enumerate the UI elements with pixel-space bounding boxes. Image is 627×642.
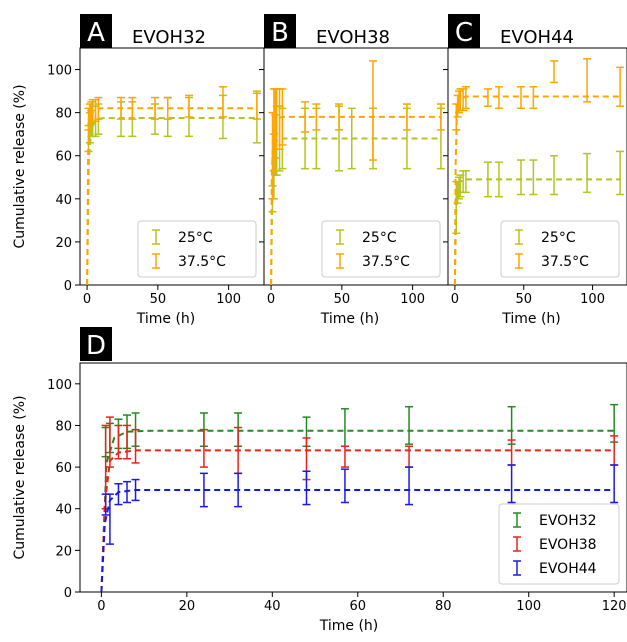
- y-axis-label: Cumulative release (%): [12, 84, 28, 248]
- panel-letter-box: [80, 327, 112, 361]
- x-tick-label: 0: [83, 292, 91, 307]
- legend: 25°C 37.5°C: [500, 220, 620, 278]
- axes-frame: [79, 362, 627, 593]
- y-tick-label: 100: [47, 378, 72, 393]
- x-tick-label: 100: [216, 292, 241, 307]
- fit-curve: [100, 429, 615, 592]
- y-tick-label: 60: [55, 150, 72, 165]
- panel-letter-box: [80, 14, 112, 48]
- x-tick-label: 20: [179, 599, 196, 614]
- legend-label: 37.5°C: [362, 254, 410, 270]
- x-axis-label: Time (h): [501, 311, 561, 327]
- y-tick-label: 100: [47, 64, 72, 79]
- series-37-5-c: [268, 60, 445, 285]
- legend-box: [500, 220, 620, 278]
- series-evoh44: [100, 464, 619, 592]
- axes-frame: [447, 47, 627, 286]
- legend-label: 37.5°C: [541, 254, 589, 270]
- panel-letter: D: [86, 331, 106, 361]
- y-tick-label: 20: [55, 544, 72, 559]
- x-axis-label: Time (h): [320, 311, 380, 327]
- x-tick-label: 80: [435, 599, 452, 614]
- panel-letter: A: [87, 18, 105, 48]
- panel-letter: B: [271, 18, 289, 48]
- x-axis-label: Time (h): [319, 618, 379, 634]
- x-axis-label: Time (h): [136, 311, 196, 327]
- x-tick-label: 50: [515, 292, 532, 307]
- x-tick-label: 50: [150, 292, 167, 307]
- y-tick-label: 80: [55, 107, 72, 122]
- y-tick-label: 40: [55, 193, 72, 208]
- fit-curve: [100, 489, 615, 592]
- panel-d: D 0 20 40 60 80 100 120 0 20 40 60 80 100 Time (h) Cumu…: [12, 327, 627, 634]
- plot-area: [268, 60, 445, 285]
- x-tick-label: 0: [451, 292, 459, 307]
- panel-title: EVOH44: [500, 27, 574, 48]
- legend: EVOH32 EVOH38 EVOH44: [498, 503, 620, 585]
- panel-a: A EVOH32 0 50 100 0 20 40 60 80 100 Time (h) Cumulat…: [12, 14, 265, 327]
- legend-label: 25°C: [541, 230, 576, 246]
- legend: 25°C 37.5°C: [321, 220, 441, 278]
- legend-box: [321, 220, 441, 278]
- legend-label: EVOH44: [539, 561, 597, 577]
- panel-title: EVOH38: [316, 27, 390, 48]
- y-tick-label: 0: [64, 586, 72, 601]
- legend-label: EVOH38: [539, 537, 597, 553]
- panel-letter-box: [264, 14, 296, 48]
- fit-curve: [453, 178, 621, 285]
- x-tick-label: 0: [267, 292, 275, 307]
- fit-curve: [100, 449, 615, 592]
- panel-letter: C: [455, 18, 473, 48]
- series-37-5-c: [84, 86, 261, 285]
- x-tick-label: 120: [602, 599, 627, 614]
- legend-label: 25°C: [362, 230, 397, 246]
- plot-area: [84, 86, 261, 285]
- plot-area: [452, 58, 625, 285]
- legend: 25°C 37.5°C: [137, 220, 257, 278]
- legend-box: [137, 220, 257, 278]
- legend-label: EVOH32: [539, 513, 597, 529]
- x-tick-label: 60: [350, 599, 367, 614]
- y-tick-label: 60: [55, 461, 72, 476]
- y-axis-label: Cumulative release (%): [12, 395, 28, 559]
- x-tick-label: 100: [516, 599, 541, 614]
- panel-c: C EVOH44 0 50 100 Time (h) 25°C 37.5°C: [443, 14, 627, 327]
- y-tick-label: 80: [55, 419, 72, 434]
- legend-box: [498, 503, 620, 585]
- x-tick-label: 50: [334, 292, 351, 307]
- x-tick-label: 0: [97, 599, 105, 614]
- legend-label: 25°C: [178, 230, 213, 246]
- plot-area: [100, 403, 619, 592]
- series-25-c: [452, 150, 625, 285]
- panel-b: B EVOH38 0 50 100 Time (h) 25°C 37.5°C: [259, 14, 449, 327]
- panel-title: EVOH32: [132, 27, 206, 48]
- y-tick-label: 40: [55, 503, 72, 518]
- x-tick-label: 100: [400, 292, 425, 307]
- x-tick-label: 100: [580, 292, 605, 307]
- legend-label: 37.5°C: [178, 254, 226, 270]
- panel-letter-box: [448, 14, 480, 48]
- x-tick-label: 40: [264, 599, 281, 614]
- y-tick-label: 0: [64, 279, 72, 294]
- series-evoh38: [100, 416, 619, 592]
- y-tick-label: 20: [55, 236, 72, 251]
- series-37-5-c: [452, 58, 625, 285]
